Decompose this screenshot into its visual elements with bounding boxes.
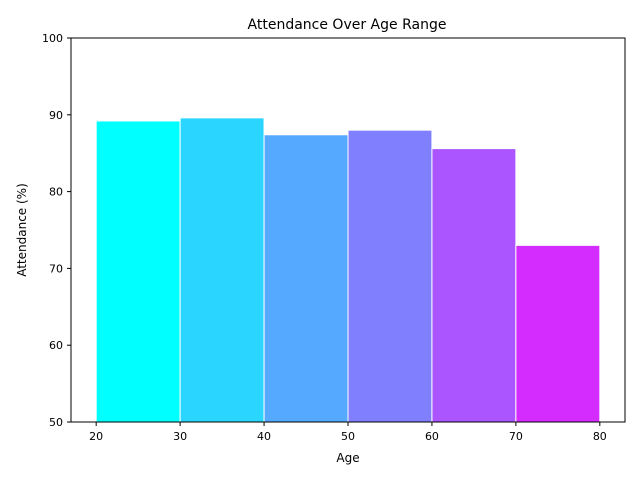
bar-60-70 bbox=[431, 148, 517, 423]
x-tick-label: 60 bbox=[425, 430, 439, 443]
bar-40-50 bbox=[263, 134, 349, 423]
bar-20-30 bbox=[95, 120, 181, 423]
bar-30-40 bbox=[179, 117, 265, 423]
bar-50-60 bbox=[347, 129, 433, 423]
x-tick-label: 30 bbox=[173, 430, 187, 443]
bars-layer bbox=[95, 117, 601, 423]
x-tick-label: 20 bbox=[89, 430, 103, 443]
x-tick-label: 50 bbox=[341, 430, 355, 443]
bar-70-80 bbox=[515, 244, 601, 423]
y-tick-label: 90 bbox=[49, 109, 63, 122]
y-tick-label: 100 bbox=[42, 32, 63, 45]
y-tick-label: 70 bbox=[49, 262, 63, 275]
y-tick-label: 80 bbox=[49, 186, 63, 199]
x-tick-label: 70 bbox=[509, 430, 523, 443]
x-tick-label: 80 bbox=[593, 430, 607, 443]
y-axis-label: Attendance (%) bbox=[15, 183, 29, 277]
chart-title: Attendance Over Age Range bbox=[248, 17, 447, 33]
y-tick-label: 60 bbox=[49, 339, 63, 352]
y-axis: 50 60 70 80 90 100 bbox=[42, 32, 71, 429]
y-tick-label: 50 bbox=[49, 416, 63, 429]
x-tick-label: 40 bbox=[257, 430, 271, 443]
x-axis: 20 30 40 50 60 70 80 bbox=[89, 422, 607, 443]
x-axis-label: Age bbox=[336, 451, 359, 465]
